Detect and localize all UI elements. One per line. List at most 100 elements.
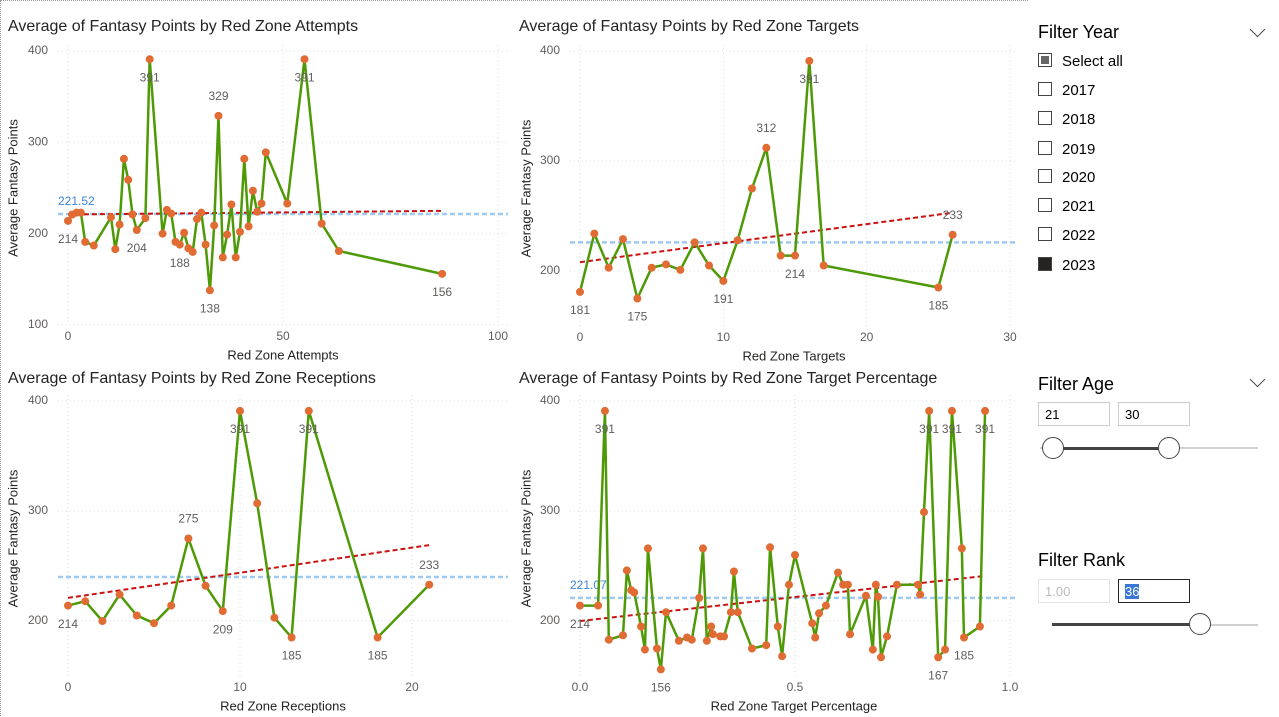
data-point — [720, 632, 729, 641]
y-tick-label: 300 — [540, 503, 560, 517]
data-point — [124, 175, 133, 184]
checkbox-label: 2021 — [1062, 198, 1096, 215]
checkbox[interactable] — [1038, 53, 1052, 67]
rank-max-input[interactable]: 36 — [1118, 579, 1190, 603]
data-point — [180, 228, 189, 237]
data-point — [643, 544, 652, 553]
trend-line — [579, 211, 953, 264]
data-point — [633, 294, 642, 303]
data-point — [637, 622, 646, 631]
data-point — [834, 568, 842, 577]
data-point — [687, 635, 696, 644]
y-tick-label: 200 — [540, 613, 560, 627]
data-label: 391 — [942, 422, 962, 436]
data-point — [662, 260, 670, 269]
data-label: 156 — [651, 681, 671, 695]
data-point — [871, 580, 880, 589]
data-label: 204 — [127, 241, 147, 255]
checkbox[interactable] — [1038, 111, 1052, 125]
filter-title: Filter Age — [1038, 374, 1115, 394]
checkbox-label: 2018 — [1062, 111, 1096, 128]
data-point — [947, 406, 956, 415]
data-point — [604, 263, 613, 272]
data-point — [652, 644, 661, 653]
checkbox[interactable] — [1038, 198, 1052, 212]
checkbox-item[interactable]: 2020 — [1038, 168, 1095, 188]
data-point — [253, 499, 262, 508]
age-min-input[interactable]: 21 — [1038, 402, 1110, 426]
x-tick-label: 0 — [65, 680, 72, 694]
data-point — [218, 607, 227, 616]
data-label: 391 — [294, 70, 314, 84]
checkbox-item[interactable]: 2022 — [1038, 226, 1095, 246]
data-point — [690, 238, 699, 247]
data-point — [218, 253, 227, 262]
checkbox[interactable] — [1038, 227, 1052, 241]
data-point — [425, 580, 434, 589]
data-point — [708, 630, 717, 639]
checkbox-item[interactable]: 2023 — [1038, 256, 1095, 276]
slider-range — [1052, 623, 1200, 626]
data-point — [622, 566, 631, 575]
checkbox-label: Select all — [1062, 53, 1123, 70]
chevron[interactable] — [1249, 371, 1266, 388]
checkbox-item[interactable]: 2018 — [1038, 110, 1095, 130]
chart-title: Average of Fantasy Points by Red Zone Ta… — [519, 18, 859, 35]
data-label: 167 — [928, 668, 948, 682]
data-label: 214 — [58, 232, 78, 246]
y-tick-label: 100 — [28, 317, 48, 331]
checkbox[interactable] — [1038, 82, 1052, 96]
checkbox-item[interactable]: 2021 — [1038, 197, 1095, 217]
data-point — [762, 143, 771, 152]
x-tick-label: 20 — [860, 330, 874, 344]
chevron[interactable] — [1249, 21, 1266, 38]
data-point — [253, 207, 262, 216]
y-tick-label: 200 — [28, 613, 48, 627]
data-point — [698, 544, 707, 553]
checkbox[interactable] — [1038, 257, 1052, 271]
data-point — [868, 645, 877, 654]
chart-title: Average of Fantasy Points by Red Zone At… — [8, 18, 358, 35]
y-tick-label: 200 — [28, 226, 48, 240]
data-point — [892, 580, 901, 589]
data-point — [438, 269, 447, 278]
checkbox-item[interactable]: 2017 — [1038, 81, 1095, 101]
data-point — [205, 286, 214, 295]
data-point — [877, 653, 885, 662]
age-max-input[interactable]: 30 — [1118, 402, 1190, 426]
data-point — [128, 210, 137, 219]
data-point — [705, 261, 713, 270]
data-point — [925, 406, 934, 415]
data-point — [604, 635, 613, 644]
x-tick-label: 30 — [1003, 330, 1017, 344]
slider-handle[interactable] — [1042, 437, 1064, 459]
checkbox[interactable] — [1038, 141, 1052, 155]
data-point — [81, 237, 90, 246]
checkbox[interactable] — [1038, 169, 1052, 183]
series-line — [67, 409, 431, 639]
x-tick-label: 0 — [65, 329, 72, 343]
slider-handle[interactable] — [1189, 613, 1211, 635]
data-point — [119, 154, 128, 163]
data-point — [334, 247, 343, 256]
y-tick-label: 300 — [28, 135, 48, 149]
data-point — [808, 619, 817, 628]
data-point — [883, 632, 892, 641]
data-point — [674, 636, 683, 645]
data-label: 185 — [368, 649, 388, 663]
data-point — [236, 406, 244, 415]
data-point — [913, 580, 922, 589]
slider-handle[interactable] — [1158, 437, 1180, 459]
data-point — [766, 543, 775, 552]
data-point — [975, 622, 984, 631]
data-point — [630, 588, 639, 597]
x-tick-label: 0.5 — [787, 680, 804, 694]
checkbox-item[interactable]: 2019 — [1038, 140, 1095, 160]
x-tick-label: 0 — [577, 330, 584, 344]
data-point — [223, 230, 232, 239]
data-point — [934, 283, 943, 292]
data-point — [287, 633, 296, 642]
rank-min-input[interactable]: 1.00 — [1038, 579, 1110, 603]
data-label: 185 — [954, 649, 974, 663]
checkbox-item[interactable]: Select all — [1038, 52, 1123, 72]
